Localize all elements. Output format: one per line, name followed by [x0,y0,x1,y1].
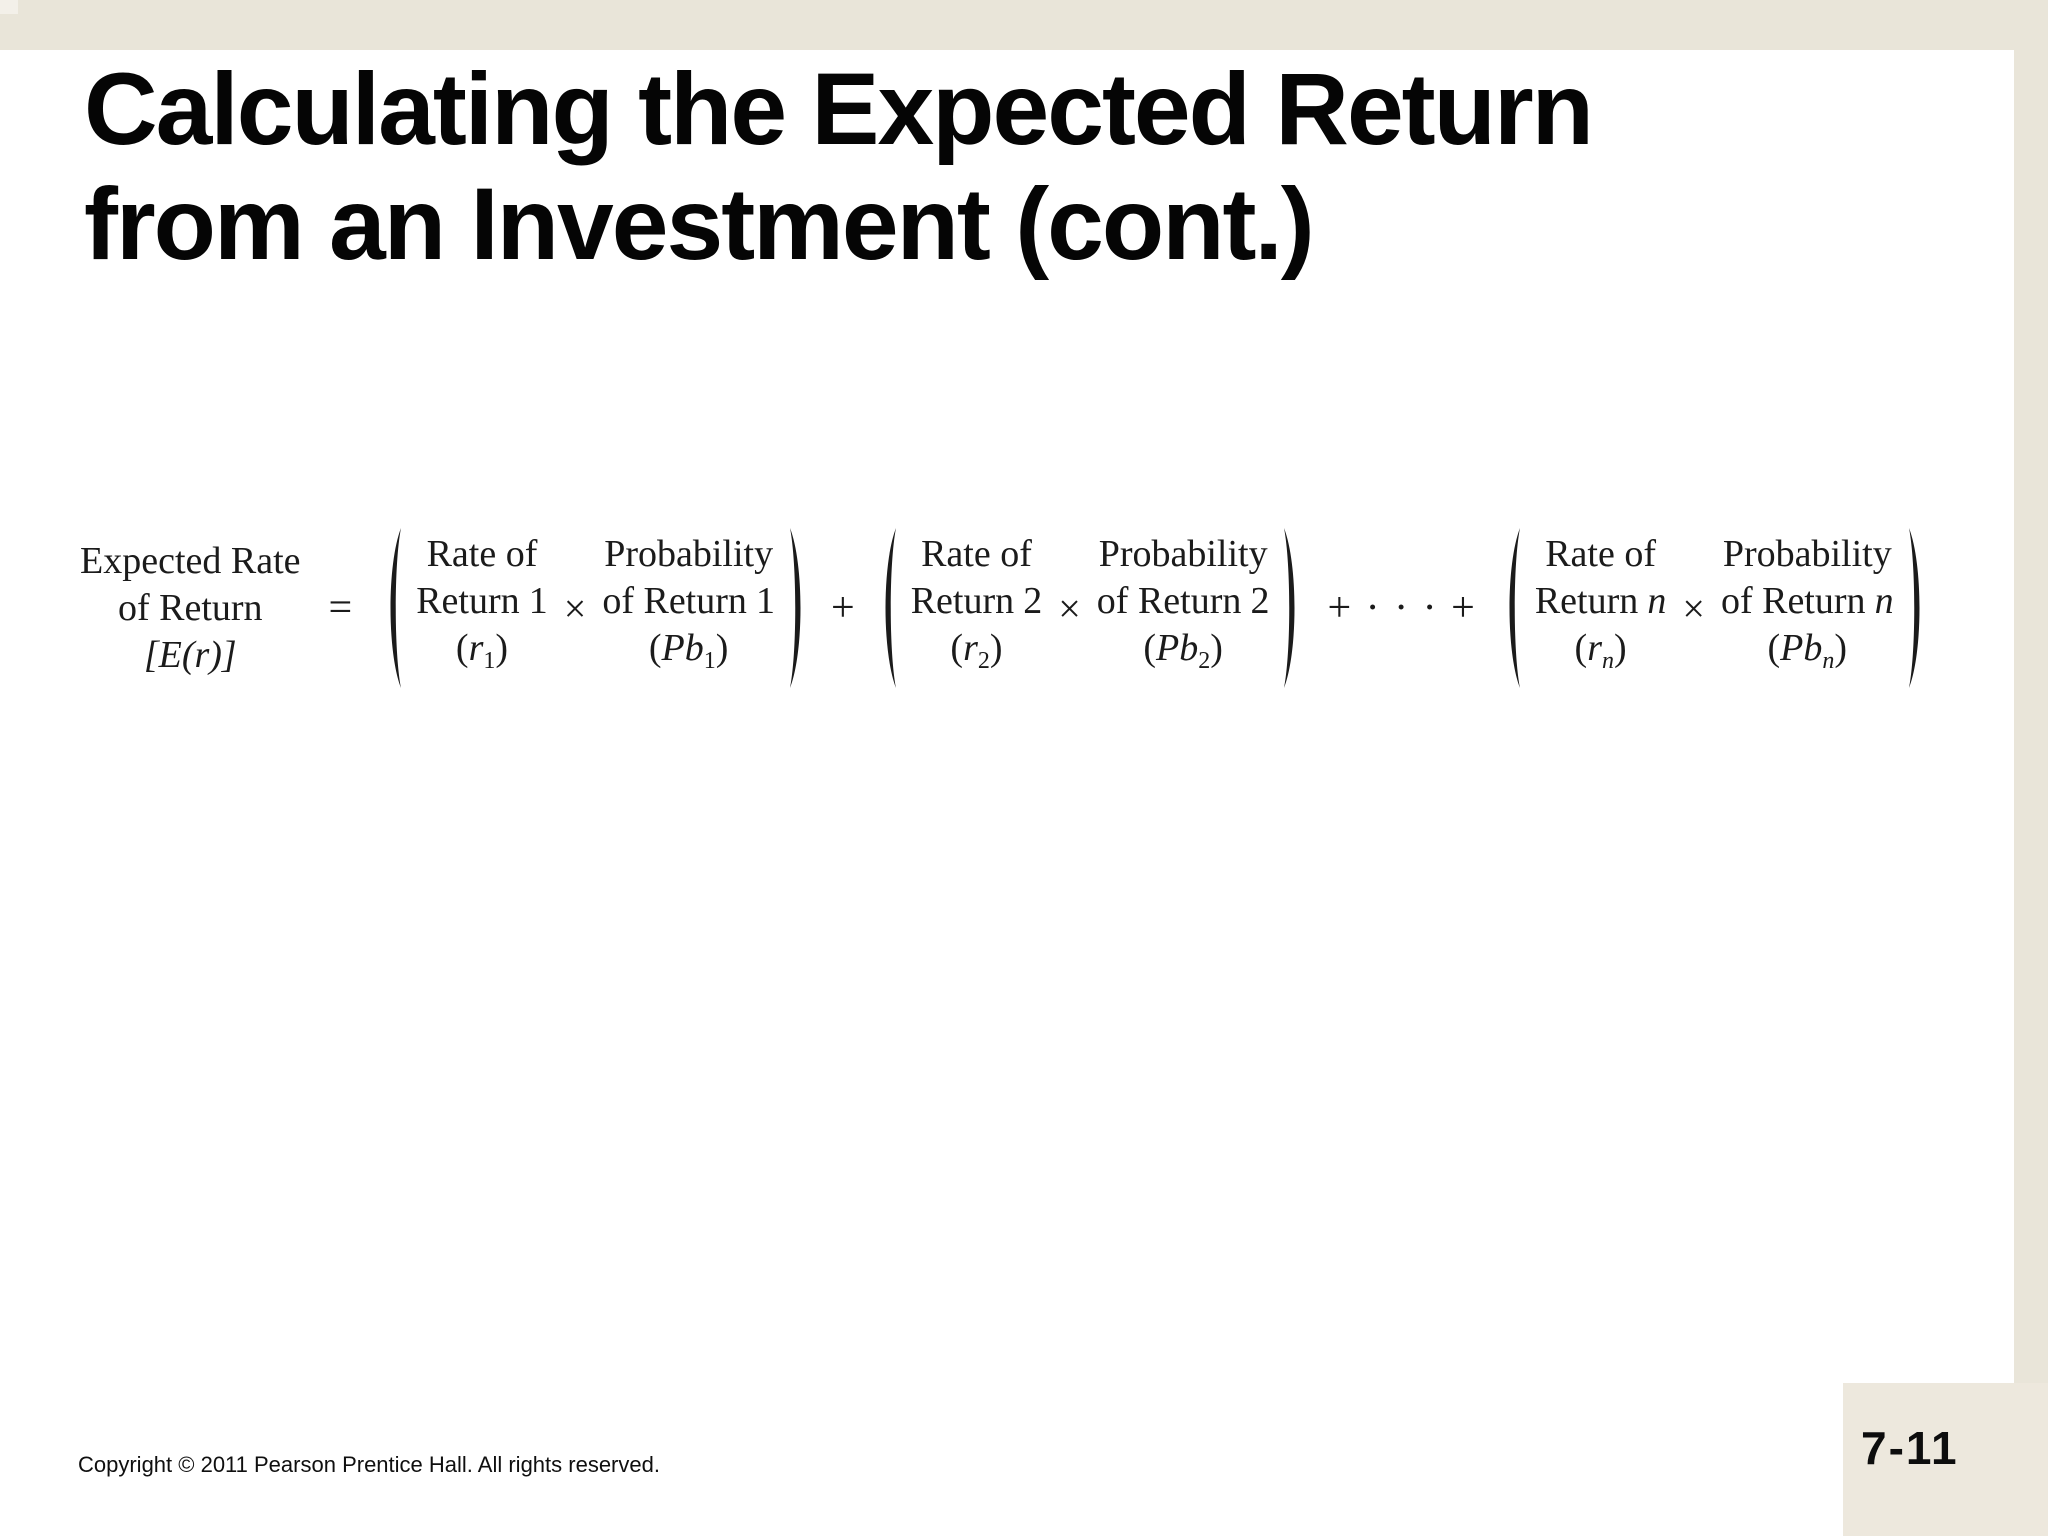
sym-close: ) [715,627,729,669]
sym-close: ) [1210,627,1223,669]
sym-open: ( [648,627,662,669]
prob-line-1: Probability [604,533,774,575]
probability-column-2: Probability of Return 2 (Pb2) [1097,531,1270,685]
rate-index: n [1647,580,1667,622]
sym-var: r [468,627,484,669]
rate-word: Return [1534,580,1639,622]
sym-open: ( [950,627,964,669]
rate-line-1: Rate of [426,533,538,575]
sym-var: r [963,627,978,669]
right-strip [2014,0,2048,1536]
ellipsis-plus: + · · · + [1327,584,1477,631]
prob-index: 2 [1250,580,1270,622]
rate-symbol: (r2) [950,625,1002,685]
open-paren [378,524,404,692]
sym-sub: n [1602,648,1614,674]
rate-line-2: Return 1 [416,578,548,625]
sym-open: ( [1574,627,1588,669]
equals-sign: = [328,584,353,631]
sym-close: ) [1614,627,1627,669]
copyright-text: Copyright © 2011 Pearson Prentice Hall. … [78,1452,660,1477]
sym-close: ) [989,627,1003,669]
formula-lhs: Expected Rate of Return [E(r)] [80,538,301,679]
multiply-sign: × [1058,585,1081,631]
probability-column-n: Probability of Return n (Pbn) [1721,531,1894,685]
expected-return-formula: Expected Rate of Return [E(r)] = Rate of… [80,524,1932,692]
rate-line-2: Return 2 [911,578,1043,625]
prob-word: of Return [602,580,747,622]
rate-column-2: Rate of Return 2 (r2) [911,531,1043,685]
rate-symbol: (rn) [1575,625,1627,685]
sym-open: ( [1143,627,1157,669]
sym-var: r [1587,627,1602,669]
rate-line-2: Return n [1535,578,1667,625]
sym-var: Pb [661,627,704,669]
sym-sub: 1 [483,648,496,674]
sym-sub: 2 [977,648,990,674]
prob-line-1: Probability [1722,533,1892,575]
rate-word: Return [910,580,1015,622]
top-band [0,0,2048,50]
title-line-2: from an Investment (cont.) [84,167,1315,281]
sym-sub: 2 [1198,648,1211,674]
sym-close: ) [495,627,509,669]
title-line-1: Calculating the Expected Return [84,52,1594,166]
lhs-symbol: [E(r)] [143,633,237,676]
sym-sub: n [1822,648,1835,674]
prob-symbol: (Pb1) [649,625,729,685]
prob-index: n [1874,580,1894,622]
rate-index: 2 [1023,580,1043,622]
page-number-box: 7-11 [1843,1383,2048,1536]
prob-index: 1 [756,580,775,622]
lhs-line-1: Expected Rate [80,539,301,582]
lhs-line-2: of Return [117,586,263,629]
close-paren [1281,524,1307,692]
prob-word: of Return [1720,580,1866,622]
prob-symbol: (Pb2) [1143,625,1223,685]
sym-var: Pb [1780,627,1823,669]
open-paren [1497,524,1523,692]
page-number: 7-11 [1861,1422,1959,1474]
close-paren [787,524,813,692]
rate-index: 1 [528,580,548,622]
prob-line-2: of Return 1 [602,578,775,625]
rate-line-1: Rate of [1545,533,1656,575]
sym-open: ( [455,627,469,669]
prob-word: of Return [1096,580,1242,622]
rate-word: Return [416,580,520,622]
open-paren [873,524,899,692]
sym-var: Pb [1156,627,1199,669]
sym-close: ) [1834,627,1848,669]
prob-line-1: Probability [1098,533,1268,575]
multiply-sign: × [1682,585,1705,631]
prob-line-2: of Return 2 [1097,578,1270,625]
slide-title: Calculating the Expected Return from an … [84,52,1594,282]
rate-column-1: Rate of Return 1 (r1) [416,531,548,685]
close-paren [1906,524,1932,692]
rate-symbol: (r1) [456,625,508,685]
prob-symbol: (Pbn) [1768,625,1848,685]
multiply-sign: × [563,585,587,631]
plus-sign: + [831,584,855,631]
rate-column-n: Rate of Return n (rn) [1535,531,1667,685]
corner-square [0,0,18,14]
rate-line-1: Rate of [921,533,1032,575]
sym-sub: 1 [703,648,716,674]
sym-open: ( [1767,627,1781,669]
prob-line-2: of Return n [1721,578,1894,625]
probability-column-1: Probability of Return 1 (Pb1) [602,531,775,685]
